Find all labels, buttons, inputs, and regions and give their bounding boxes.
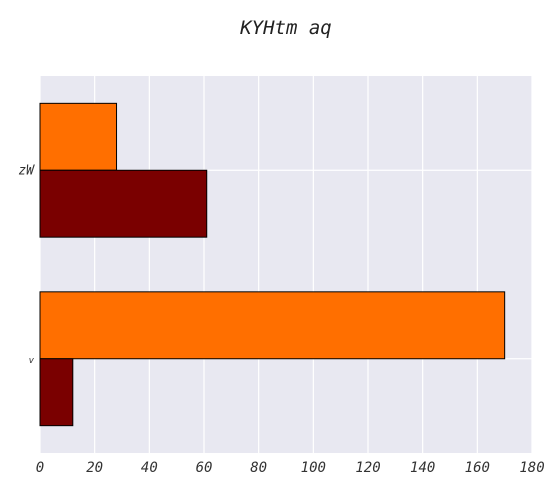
grid-lines: [39, 76, 533, 453]
x-tick-label: 160: [465, 460, 490, 476]
x-tick-label: 60: [196, 460, 213, 476]
x-tick-label: 40: [141, 460, 158, 476]
plot-background: [40, 76, 532, 453]
y-tick-label: zW: [18, 163, 35, 178]
bar-v-series-1: [39, 291, 506, 360]
x-tick-label: 120: [355, 460, 380, 476]
chart-title: KYHtm aq: [239, 17, 332, 39]
x-tick-label: 80: [250, 460, 267, 476]
bar-zW-series-2: [39, 169, 208, 238]
x-tick-label: 20: [86, 460, 103, 476]
bar-v-series-2: [39, 358, 74, 427]
x-tick-label: 180: [519, 460, 544, 476]
x-tick-label: 140: [410, 460, 435, 476]
y-tick-label: v: [29, 356, 35, 366]
bar-zW-series-1: [39, 102, 118, 171]
y-tick-labels: zW v: [18, 163, 35, 366]
x-tick-label: 0: [36, 460, 44, 476]
bars: [39, 102, 506, 427]
x-tick-labels: 0 20 40 60 80 100 120 140 160 180: [36, 460, 545, 476]
x-tick-label: 100: [301, 460, 326, 476]
